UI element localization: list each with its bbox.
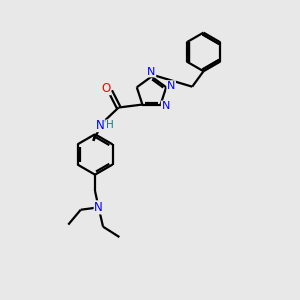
Text: N: N	[95, 118, 104, 132]
Text: O: O	[101, 82, 110, 95]
Text: H: H	[106, 120, 114, 130]
Text: N: N	[161, 101, 170, 111]
Text: N: N	[94, 201, 103, 214]
Text: N: N	[147, 67, 156, 77]
Text: N: N	[167, 81, 176, 91]
